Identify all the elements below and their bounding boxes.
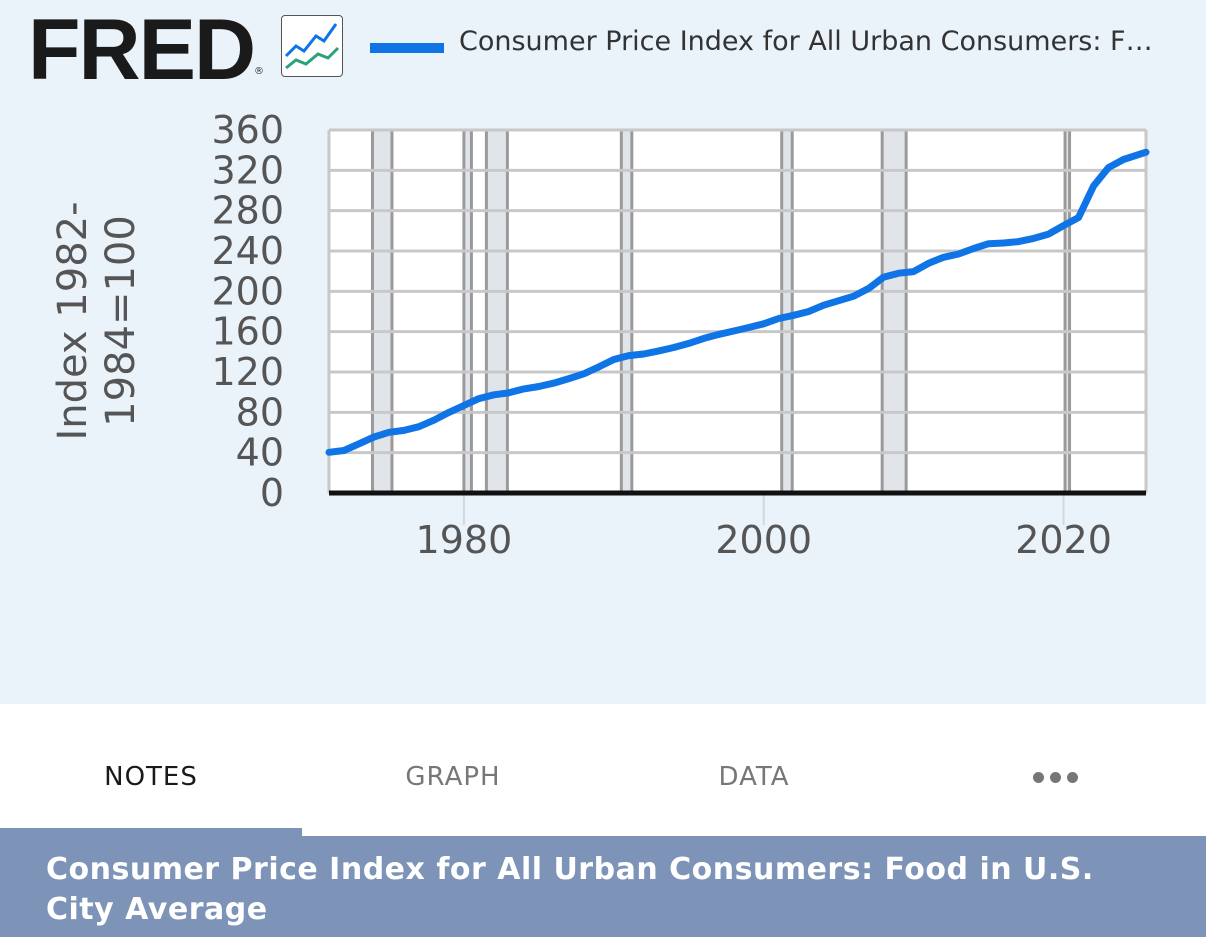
tab-graph[interactable]: GRAPH bbox=[405, 762, 501, 792]
active-tab-indicator bbox=[0, 828, 302, 836]
recession-band bbox=[463, 130, 472, 493]
legend-label[interactable]: Consumer Price Index for All Urban Consu… bbox=[459, 26, 1153, 57]
tab-notes[interactable]: NOTES bbox=[104, 762, 198, 792]
y-tick-label: 200 bbox=[211, 269, 284, 313]
recession-shading bbox=[329, 130, 1146, 493]
series-title-bar: Consumer Price Index for All Urban Consu… bbox=[0, 836, 1206, 937]
registered-mark: ® bbox=[254, 66, 264, 77]
recession-band bbox=[621, 130, 632, 493]
series-line[interactable] bbox=[325, 148, 1150, 456]
x-tick-label: 1980 bbox=[416, 518, 513, 562]
tab-bar: NOTES GRAPH DATA bbox=[0, 704, 1206, 836]
legend-swatch bbox=[370, 43, 444, 53]
x-tick-labels: 1980 2000 2020 bbox=[416, 493, 1112, 562]
y-axis-label-line: 1984=100 bbox=[98, 215, 144, 427]
x-tick-label: 2000 bbox=[715, 518, 812, 562]
header: FRED ® Consumer Price Index for All Urba… bbox=[0, 0, 1206, 98]
y-tick-label: 40 bbox=[236, 431, 284, 475]
series-title: Consumer Price Index for All Urban Consu… bbox=[46, 852, 1094, 927]
tab-data[interactable]: DATA bbox=[718, 762, 790, 792]
y-tick-label: 360 bbox=[211, 108, 284, 152]
recession-band bbox=[372, 130, 392, 493]
plot-background bbox=[329, 130, 1146, 493]
fred-logo[interactable]: FRED bbox=[28, 2, 256, 98]
y-tick-label: 240 bbox=[211, 229, 284, 273]
recession-band bbox=[882, 130, 907, 493]
y-tick-label: 280 bbox=[211, 189, 284, 233]
y-tick-label: 0 bbox=[260, 471, 284, 515]
more-icon bbox=[1030, 760, 1081, 790]
recession-band bbox=[486, 130, 508, 493]
y-tick-label: 80 bbox=[236, 390, 284, 434]
more-button[interactable] bbox=[904, 704, 1206, 836]
recession-band bbox=[781, 130, 793, 493]
y-tick-label: 160 bbox=[211, 310, 284, 354]
recession-band bbox=[1065, 130, 1070, 493]
line-chart-icon bbox=[281, 15, 343, 77]
x-tick-label: 2020 bbox=[1015, 518, 1112, 562]
y-axis-label-line: Index 1982- bbox=[50, 201, 96, 440]
y-tick-label: 120 bbox=[211, 350, 284, 394]
y-axis-label: Index 1982-1984=100 bbox=[50, 201, 144, 440]
y-tick-label: 320 bbox=[211, 148, 284, 192]
